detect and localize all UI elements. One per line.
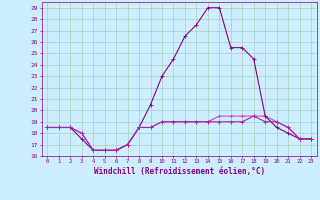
X-axis label: Windchill (Refroidissement éolien,°C): Windchill (Refroidissement éolien,°C) (94, 167, 265, 176)
